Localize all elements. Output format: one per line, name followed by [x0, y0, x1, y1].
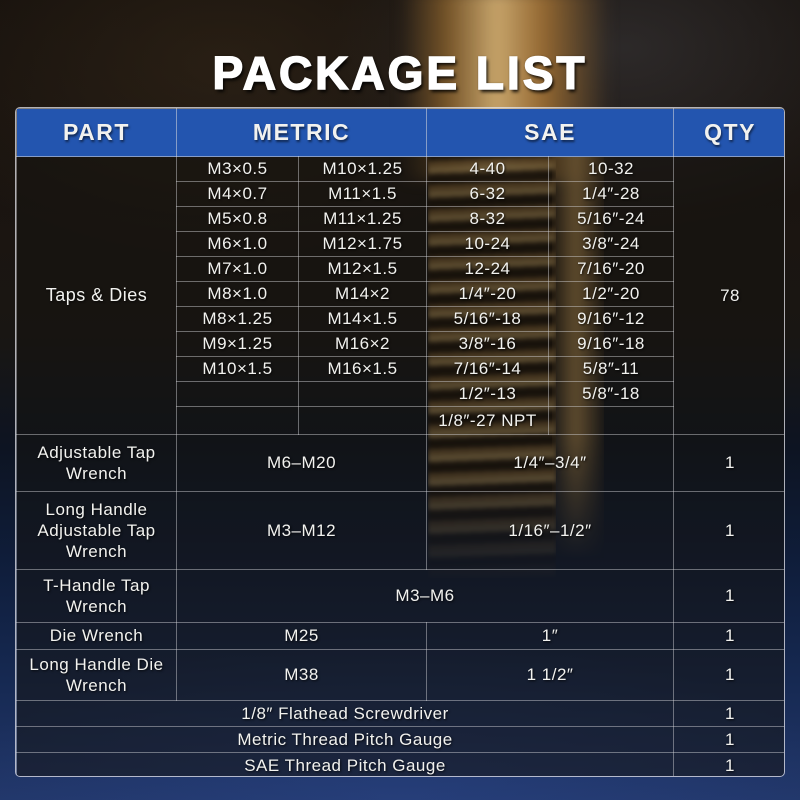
table-row: M4×0.7 M11×1.5 6-32 1/4″-28: [17, 181, 785, 207]
table-row: Die Wrench M25 1″ 1: [16, 622, 784, 650]
column-header-metric: METRIC: [175, 108, 428, 157]
metric-cell: M4×0.7: [176, 181, 299, 207]
sae-cell: 1/4″–3/4″: [426, 434, 675, 492]
qty-cell: 1: [673, 700, 784, 727]
sae-cell: 9/16″-18: [548, 331, 675, 357]
metric-cell: M10×1.25: [297, 156, 428, 182]
metric-cell: M14×2: [297, 281, 428, 307]
metric-cell: [297, 381, 428, 407]
metric-cell: [176, 406, 299, 435]
sae-cell: 1/2″-20: [548, 281, 675, 307]
sae-cell: 7/16″-14: [426, 356, 550, 382]
sae-cell: 1″: [426, 622, 675, 650]
table-row: Long Handle Adjustable Tap Wrench M3–M12…: [16, 491, 784, 570]
sae-cell: 6-32: [426, 181, 550, 207]
table-row: M7×1.0 M12×1.5 12-24 7/16″-20: [17, 256, 785, 282]
qty-cell: 1: [673, 752, 784, 776]
qty-cell: 1: [673, 622, 784, 650]
metric-cell: M12×1.5: [297, 256, 428, 282]
header-row: PART METRIC SAE QTY: [16, 108, 784, 157]
table-row: M5×0.8 M11×1.25 8-32 5/16″-24: [17, 206, 785, 232]
metric-cell: [176, 381, 299, 407]
sae-cell: 5/8″-18: [548, 381, 675, 407]
qty-cell: 1: [673, 649, 784, 701]
column-header-qty: QTY: [673, 108, 784, 157]
merged-item-cell: Metric Thread Pitch Gauge: [16, 726, 675, 753]
table-row: 1/8″-27 NPT: [17, 406, 785, 435]
table-row: 1/8″ Flathead Screwdriver 1: [16, 700, 784, 727]
metric-cell: M14×1.5: [297, 306, 428, 332]
part-cell: Die Wrench: [16, 622, 177, 650]
metric-cell: M25: [175, 622, 428, 650]
part-cell: Taps & Dies: [16, 156, 177, 435]
sae-cell: 10-32: [548, 156, 675, 182]
metric-cell: M6×1.0: [176, 231, 299, 257]
table-row: Metric Thread Pitch Gauge 1: [16, 726, 784, 753]
metric-cell: M38: [175, 649, 428, 701]
part-cell: T-Handle Tap Wrench: [16, 569, 177, 623]
part-cell: Long Handle Die Wrench: [16, 649, 177, 701]
table-row: 1/2″-13 5/8″-18: [17, 381, 785, 407]
sae-cell: 10-24: [426, 231, 550, 257]
metric-cell: M3×0.5: [176, 156, 299, 182]
metric-cell: M7×1.0: [176, 256, 299, 282]
sae-cell: 5/16″-18: [426, 306, 550, 332]
table-row: Adjustable Tap Wrench M6–M20 1/4″–3/4″ 1: [16, 434, 784, 492]
package-table: PART METRIC SAE QTY Taps & Dies M3×0.5 M…: [16, 108, 785, 776]
table-row: SAE Thread Pitch Gauge 1: [16, 752, 784, 776]
table-row: T-Handle Tap Wrench M3–M6 1: [16, 569, 784, 623]
sae-cell: 7/16″-20: [548, 256, 675, 282]
part-cell: Long Handle Adjustable Tap Wrench: [16, 491, 177, 570]
table-row: Long Handle Die Wrench M38 1 1/2″ 1: [16, 649, 784, 701]
qty-cell: 1: [673, 726, 784, 753]
sae-cell: [548, 406, 675, 435]
sae-cell: 9/16″-12: [548, 306, 675, 332]
table-row: M9×1.25 M16×2 3/8″-16 9/16″-18: [17, 331, 785, 357]
metric-cell: M12×1.75: [297, 231, 428, 257]
metric-cell: M11×1.25: [297, 206, 428, 232]
metric-cell: M10×1.5: [176, 356, 299, 382]
column-header-part: PART: [16, 108, 177, 157]
sae-cell: 1/16″–1/2″: [426, 491, 675, 570]
metric-cell: M3–M12: [175, 491, 428, 570]
size-range-cell: M3–M6: [175, 569, 675, 623]
merged-item-cell: 1/8″ Flathead Screwdriver: [16, 700, 675, 727]
metric-cell: M5×0.8: [176, 206, 299, 232]
metric-cell: [297, 406, 428, 435]
table-row: M6×1.0 M12×1.75 10-24 3/8″-24: [17, 231, 785, 257]
page-title: PACKAGE LIST: [212, 46, 588, 100]
metric-cell: M8×1.25: [176, 306, 299, 332]
qty-cell: 1: [673, 569, 784, 623]
table-row: M10×1.5 M16×1.5 7/16″-14 5/8″-11: [17, 356, 785, 382]
column-header-sae: SAE: [426, 108, 675, 157]
part-cell: Adjustable Tap Wrench: [16, 434, 177, 492]
metric-cell: M9×1.25: [176, 331, 299, 357]
metric-cell: M16×1.5: [297, 356, 428, 382]
sae-cell: 1/4″-28: [548, 181, 675, 207]
metric-cell: M6–M20: [175, 434, 428, 492]
sae-cell: 1/8″-27 NPT: [426, 406, 550, 435]
metric-cell: M11×1.5: [297, 181, 428, 207]
sae-cell: 8-32: [426, 206, 550, 232]
metric-cell: M8×1.0: [176, 281, 299, 307]
table-row: Taps & Dies M3×0.5 M10×1.25 4-40 10-32 7…: [16, 156, 784, 435]
qty-cell: 78: [673, 156, 784, 435]
sae-cell: 1/4″-20: [426, 281, 550, 307]
qty-cell: 1: [673, 434, 784, 492]
sae-cell: 1/2″-13: [426, 381, 550, 407]
sae-cell: 4-40: [426, 156, 550, 182]
metric-cell: M16×2: [297, 331, 428, 357]
sae-cell: 5/8″-11: [548, 356, 675, 382]
sae-cell: 3/8″-16: [426, 331, 550, 357]
sae-cell: 1 1/2″: [426, 649, 675, 701]
sae-cell: 3/8″-24: [548, 231, 675, 257]
sae-cell: 5/16″-24: [548, 206, 675, 232]
merged-item-cell: SAE Thread Pitch Gauge: [16, 752, 675, 776]
sae-cell: 12-24: [426, 256, 550, 282]
qty-cell: 1: [673, 491, 784, 570]
package-table-wrap: PART METRIC SAE QTY Taps & Dies M3×0.5 M…: [15, 107, 785, 777]
